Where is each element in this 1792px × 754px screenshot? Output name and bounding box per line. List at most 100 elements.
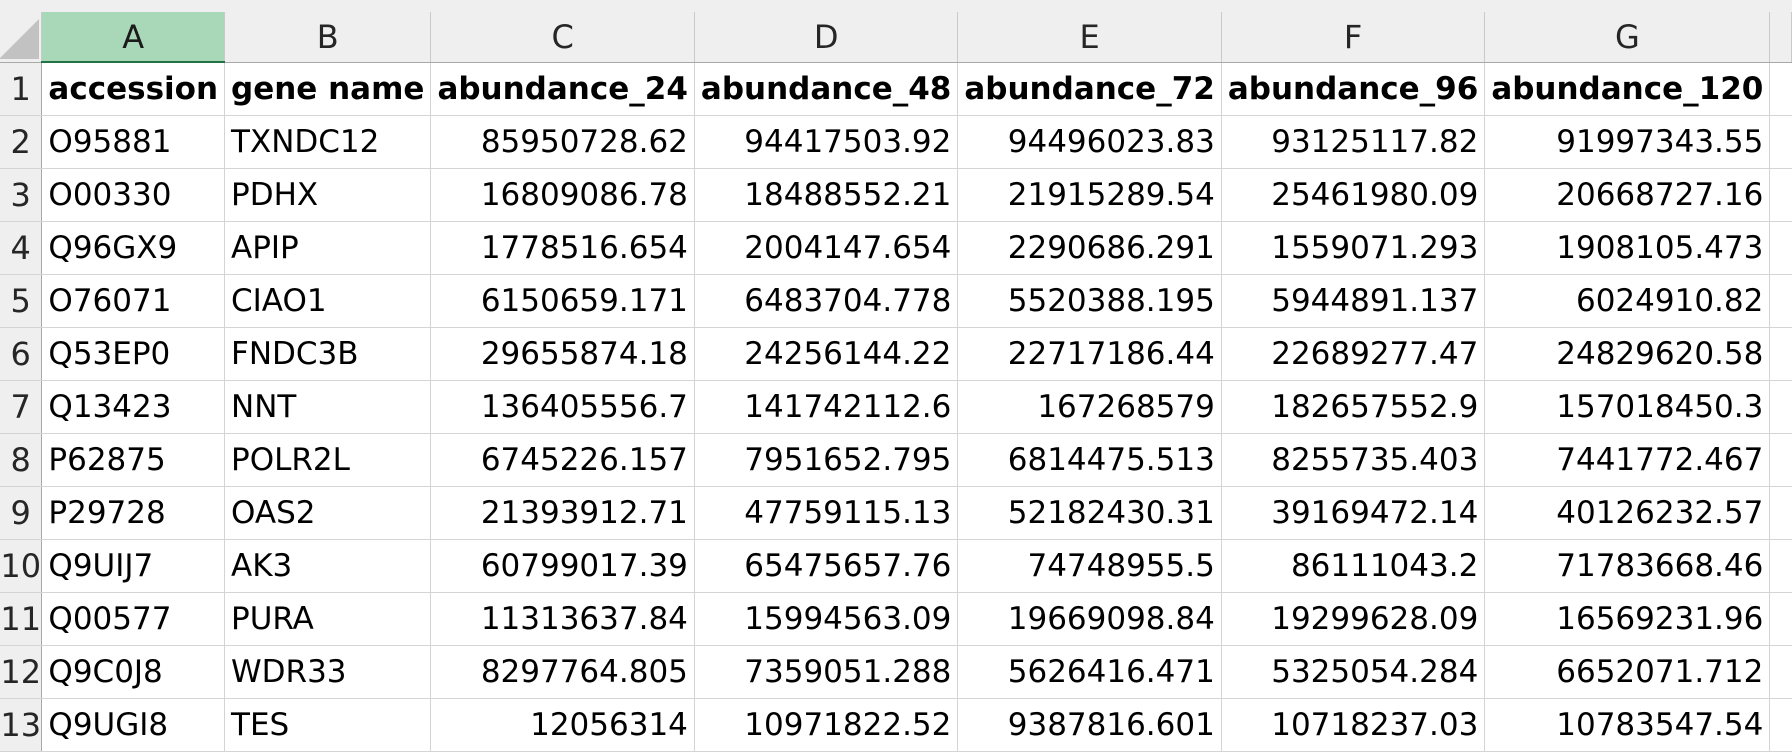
cell[interactable]: 6150659.171: [430, 274, 695, 328]
cell[interactable]: 93125117.82: [1221, 115, 1486, 169]
cell[interactable]: [1769, 486, 1792, 540]
cell[interactable]: [1769, 645, 1792, 699]
cell[interactable]: 7441772.467: [1484, 433, 1771, 487]
cell[interactable]: 86111043.2: [1221, 539, 1486, 593]
cell[interactable]: 40126232.57: [1484, 486, 1771, 540]
cell[interactable]: 15994563.09: [694, 592, 959, 646]
cell[interactable]: 1778516.654: [430, 221, 695, 275]
cell[interactable]: [1769, 592, 1792, 646]
cell[interactable]: Q53EP0: [41, 327, 226, 381]
row-header[interactable]: 9: [0, 486, 43, 540]
cell[interactable]: FNDC3B: [224, 327, 432, 381]
cell[interactable]: Q9UIJ7: [41, 539, 226, 593]
cell[interactable]: 12056314: [430, 698, 695, 752]
cell[interactable]: accession: [41, 62, 226, 116]
cell[interactable]: Q13423: [41, 380, 226, 434]
cell[interactable]: 5944891.137: [1221, 274, 1486, 328]
cell[interactable]: Q9UGI8: [41, 698, 226, 752]
row-header[interactable]: 3: [0, 168, 43, 222]
cell[interactable]: 24829620.58: [1484, 327, 1771, 381]
cell[interactable]: AK3: [224, 539, 432, 593]
cell[interactable]: 74748955.5: [957, 539, 1222, 593]
cell[interactable]: 91997343.55: [1484, 115, 1771, 169]
cell[interactable]: 1559071.293: [1221, 221, 1486, 275]
cell[interactable]: 10783547.54: [1484, 698, 1771, 752]
cell[interactable]: [1769, 698, 1792, 752]
cell[interactable]: O00330: [41, 168, 226, 222]
cell[interactable]: abundance_72: [957, 62, 1222, 116]
cell[interactable]: [1769, 539, 1792, 593]
cell[interactable]: 21915289.54: [957, 168, 1222, 222]
cell[interactable]: abundance_96: [1221, 62, 1486, 116]
column-header-a[interactable]: A: [41, 12, 226, 63]
cell[interactable]: O76071: [41, 274, 226, 328]
cell[interactable]: Q9C0J8: [41, 645, 226, 699]
cell[interactable]: TES: [224, 698, 432, 752]
cell[interactable]: Q00577: [41, 592, 226, 646]
cell[interactable]: 16569231.96: [1484, 592, 1771, 646]
cell[interactable]: 10718237.03: [1221, 698, 1486, 752]
cell[interactable]: 7359051.288: [694, 645, 959, 699]
row-header[interactable]: 13: [0, 698, 43, 752]
cell[interactable]: 85950728.62: [430, 115, 695, 169]
cell[interactable]: TXNDC12: [224, 115, 432, 169]
cell[interactable]: abundance_48: [694, 62, 959, 116]
cell[interactable]: 10971822.52: [694, 698, 959, 752]
cell[interactable]: [1769, 168, 1792, 222]
cell[interactable]: 7951652.795: [694, 433, 959, 487]
cell[interactable]: [1769, 327, 1792, 381]
cell[interactable]: 47759115.13: [694, 486, 959, 540]
cell[interactable]: 52182430.31: [957, 486, 1222, 540]
column-header-b[interactable]: B: [224, 12, 432, 63]
row-header[interactable]: 11: [0, 592, 43, 646]
cell[interactable]: abundance_120: [1484, 62, 1771, 116]
cell[interactable]: 141742112.6: [694, 380, 959, 434]
cell[interactable]: abundance_24: [430, 62, 695, 116]
cell[interactable]: [1769, 221, 1792, 275]
cell[interactable]: 20668727.16: [1484, 168, 1771, 222]
column-header-h[interactable]: [1769, 12, 1792, 63]
cell[interactable]: 29655874.18: [430, 327, 695, 381]
cell[interactable]: 157018450.3: [1484, 380, 1771, 434]
cell[interactable]: 22689277.47: [1221, 327, 1486, 381]
cell[interactable]: 182657552.9: [1221, 380, 1486, 434]
cell[interactable]: 5626416.471: [957, 645, 1222, 699]
cell[interactable]: 9387816.601: [957, 698, 1222, 752]
cell[interactable]: 39169472.14: [1221, 486, 1486, 540]
cell[interactable]: 71783668.46: [1484, 539, 1771, 593]
cell[interactable]: [1769, 274, 1792, 328]
cell[interactable]: 25461980.09: [1221, 168, 1486, 222]
cell[interactable]: [1769, 433, 1792, 487]
select-all-button[interactable]: [0, 12, 43, 63]
cell[interactable]: 6483704.778: [694, 274, 959, 328]
column-header-d[interactable]: D: [694, 12, 959, 63]
row-header[interactable]: 7: [0, 380, 43, 434]
cell[interactable]: PURA: [224, 592, 432, 646]
cell[interactable]: 65475657.76: [694, 539, 959, 593]
column-header-g[interactable]: G: [1484, 12, 1771, 63]
cell[interactable]: CIAO1: [224, 274, 432, 328]
cell[interactable]: 60799017.39: [430, 539, 695, 593]
column-header-c[interactable]: C: [430, 12, 695, 63]
cell[interactable]: NNT: [224, 380, 432, 434]
cell[interactable]: 19299628.09: [1221, 592, 1486, 646]
cell[interactable]: 94496023.83: [957, 115, 1222, 169]
cell[interactable]: [1769, 115, 1792, 169]
cell[interactable]: 11313637.84: [430, 592, 695, 646]
cell[interactable]: 21393912.71: [430, 486, 695, 540]
row-header[interactable]: 1: [0, 62, 43, 116]
cell[interactable]: 24256144.22: [694, 327, 959, 381]
cell[interactable]: PDHX: [224, 168, 432, 222]
row-header[interactable]: 5: [0, 274, 43, 328]
column-header-e[interactable]: E: [957, 12, 1222, 63]
row-header[interactable]: 10: [0, 539, 43, 593]
cell[interactable]: OAS2: [224, 486, 432, 540]
cell[interactable]: 19669098.84: [957, 592, 1222, 646]
cell[interactable]: P62875: [41, 433, 226, 487]
cell[interactable]: [1769, 380, 1792, 434]
cell[interactable]: WDR33: [224, 645, 432, 699]
row-header[interactable]: 4: [0, 221, 43, 275]
cell[interactable]: O95881: [41, 115, 226, 169]
cell[interactable]: 94417503.92: [694, 115, 959, 169]
cell[interactable]: 5325054.284: [1221, 645, 1486, 699]
